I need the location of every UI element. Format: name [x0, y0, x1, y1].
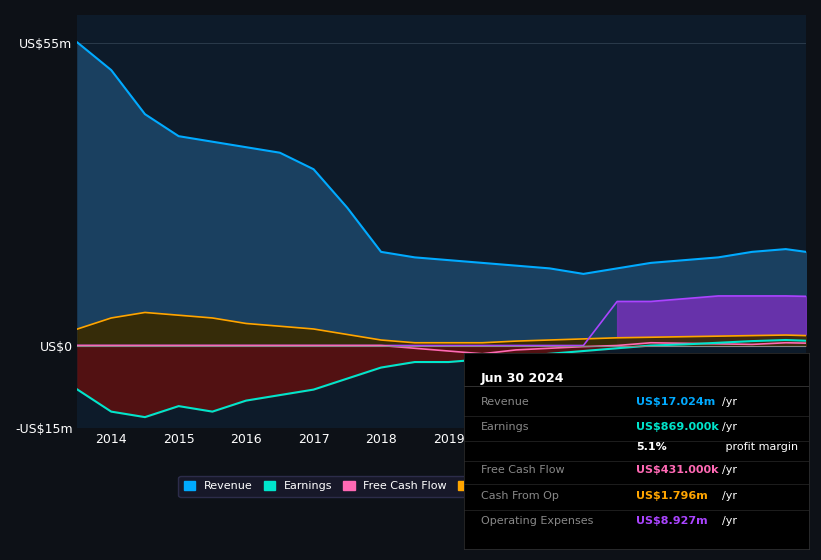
- Text: US$431.000k: US$431.000k: [636, 465, 718, 475]
- Text: /yr: /yr: [722, 516, 737, 526]
- Text: Earnings: Earnings: [481, 422, 530, 432]
- Text: Jun 30 2024: Jun 30 2024: [481, 372, 565, 385]
- Text: profit margin: profit margin: [722, 442, 799, 452]
- Text: US$8.927m: US$8.927m: [636, 516, 708, 526]
- Text: /yr: /yr: [722, 397, 737, 407]
- Text: /yr: /yr: [722, 491, 737, 501]
- Text: /yr: /yr: [722, 465, 737, 475]
- Text: Free Cash Flow: Free Cash Flow: [481, 465, 565, 475]
- Text: US$1.796m: US$1.796m: [636, 491, 708, 501]
- Text: US$869.000k: US$869.000k: [636, 422, 719, 432]
- Text: Cash From Op: Cash From Op: [481, 491, 559, 501]
- Text: Operating Expenses: Operating Expenses: [481, 516, 594, 526]
- Text: US$17.024m: US$17.024m: [636, 397, 716, 407]
- Text: 5.1%: 5.1%: [636, 442, 667, 452]
- Text: Revenue: Revenue: [481, 397, 530, 407]
- Legend: Revenue, Earnings, Free Cash Flow, Cash From Op, Operating Expenses: Revenue, Earnings, Free Cash Flow, Cash …: [178, 476, 705, 497]
- Text: /yr: /yr: [722, 422, 737, 432]
